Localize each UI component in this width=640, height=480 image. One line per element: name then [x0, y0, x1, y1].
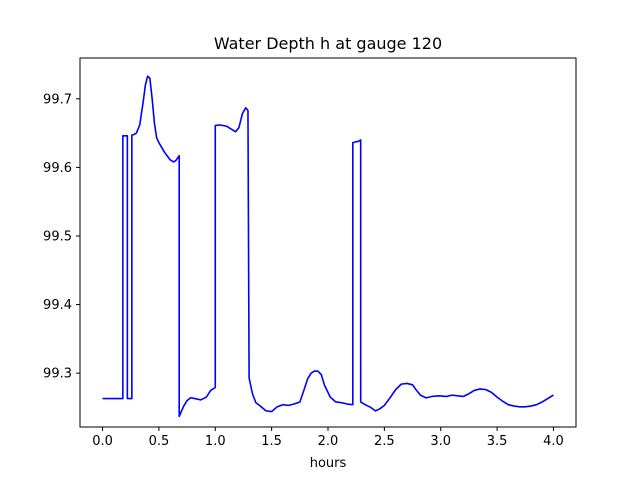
series-line-water-depth: [102, 75, 554, 418]
y-tick-label: 99.6: [43, 161, 72, 176]
x-tick-label: 3.5: [487, 434, 508, 449]
x-tick-label: 1.0: [205, 434, 226, 449]
x-tick-label: 1.5: [261, 434, 282, 449]
x-axis-ticks: 0.0 0.5 1.0 1.5 2.0 2.5 3.0 3.5 4.0: [92, 427, 564, 449]
y-tick-label: 99.3: [43, 367, 72, 382]
chart-title: Water Depth h at gauge 120: [214, 34, 442, 53]
x-tick-label: 3.0: [430, 434, 451, 449]
y-tick-label: 99.5: [43, 229, 72, 244]
x-tick-label: 0.5: [149, 434, 170, 449]
y-tick-label: 99.4: [43, 298, 72, 313]
x-tick-label: 2.0: [318, 434, 339, 449]
y-tick-label: 99.7: [43, 92, 72, 107]
x-tick-label: 4.0: [543, 434, 564, 449]
x-tick-label: 2.5: [374, 434, 395, 449]
x-tick-label: 0.0: [92, 434, 113, 449]
x-axis-label: hours: [310, 456, 347, 471]
y-axis-ticks: 99.3 99.4 99.5 99.6 99.7: [43, 92, 80, 382]
